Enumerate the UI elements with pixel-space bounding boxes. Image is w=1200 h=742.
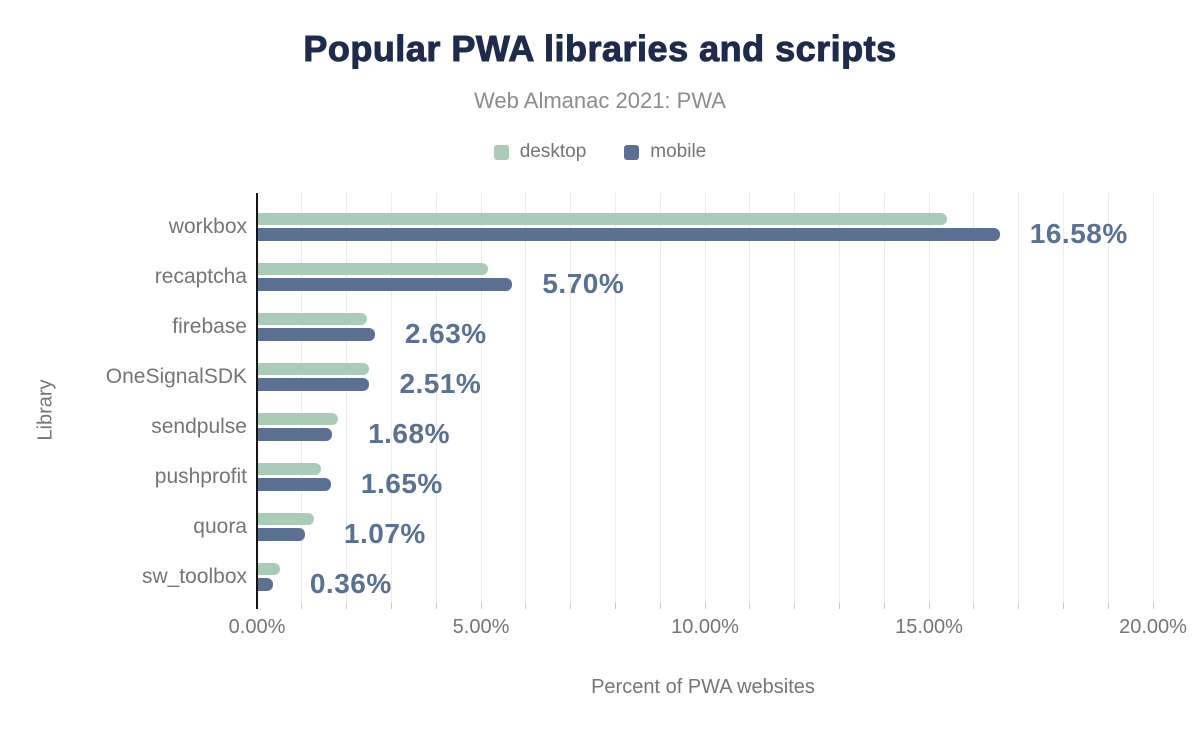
bar-mobile-pushprofit bbox=[257, 478, 331, 491]
mobile-swatch-icon bbox=[624, 144, 640, 160]
gridline bbox=[883, 193, 885, 603]
category-label-quora: quora bbox=[193, 515, 247, 538]
gridline bbox=[435, 193, 437, 603]
bar-desktop-sw_toolbox bbox=[257, 563, 280, 575]
category-label-workbox: workbox bbox=[168, 215, 247, 238]
x-tick bbox=[525, 603, 527, 609]
x-tick-label-20.00%: 20.00% bbox=[1119, 616, 1187, 638]
category-label-sw_toolbox: sw_toolbox bbox=[141, 565, 247, 588]
x-tick bbox=[749, 603, 751, 609]
bar-desktop-recaptcha bbox=[257, 263, 488, 275]
gridline bbox=[704, 193, 706, 603]
category-label-sendpulse: sendpulse bbox=[151, 415, 247, 438]
x-tick bbox=[838, 603, 840, 609]
category-label-recaptcha: recaptcha bbox=[154, 265, 247, 288]
x-tick bbox=[1107, 603, 1109, 609]
gridline bbox=[1152, 193, 1154, 603]
gridline bbox=[301, 193, 303, 603]
gridline bbox=[1018, 193, 1020, 603]
x-tick bbox=[1152, 603, 1154, 609]
x-tick bbox=[346, 603, 348, 609]
gridline bbox=[973, 193, 975, 603]
legend-item-mobile: mobile bbox=[624, 141, 706, 163]
x-tick bbox=[704, 603, 706, 609]
x-tick bbox=[1018, 603, 1020, 609]
chart-title: Popular PWA libraries and scripts bbox=[303, 28, 897, 70]
gridline bbox=[1062, 193, 1064, 603]
chart-subtitle: Web Almanac 2021: PWA bbox=[474, 88, 726, 113]
bar-mobile-quora bbox=[257, 528, 305, 541]
desktop-swatch-icon bbox=[493, 144, 509, 160]
value-label-sendpulse: 1.68% bbox=[368, 418, 450, 449]
bar-desktop-quora bbox=[257, 513, 314, 525]
gridline bbox=[838, 193, 840, 603]
y-axis-line bbox=[256, 193, 258, 609]
gridline bbox=[346, 193, 348, 603]
x-tick bbox=[659, 603, 661, 609]
bar-mobile-workbox bbox=[257, 228, 1000, 241]
bar-desktop-pushprofit bbox=[257, 463, 322, 475]
x-tick bbox=[1062, 603, 1064, 609]
gridline bbox=[1107, 193, 1109, 603]
legend: desktop mobile bbox=[0, 141, 1200, 163]
gridline bbox=[390, 193, 392, 603]
category-axis: workbox recaptcha firebase OneSignalSDK send… bbox=[0, 193, 257, 603]
x-tick bbox=[928, 603, 930, 609]
gridline bbox=[570, 193, 572, 603]
x-tick bbox=[794, 603, 796, 609]
bar-desktop-OneSignalSDK bbox=[257, 363, 369, 375]
gridline bbox=[928, 193, 930, 603]
bar-mobile-sw_toolbox bbox=[257, 578, 274, 591]
x-tick bbox=[435, 603, 437, 609]
value-label-firebase: 2.63% bbox=[404, 318, 487, 349]
gridline bbox=[749, 193, 751, 603]
x-tick bbox=[390, 603, 392, 609]
x-tick bbox=[301, 603, 303, 609]
desktop-legend-label: desktop bbox=[519, 141, 587, 162]
mobile-legend-label: mobile bbox=[650, 141, 707, 162]
category-label-firebase: firebase bbox=[172, 315, 247, 338]
x-tick bbox=[973, 603, 975, 609]
x-tick bbox=[614, 603, 616, 609]
gridline bbox=[659, 193, 661, 603]
x-tick bbox=[570, 603, 572, 609]
bar-desktop-workbox bbox=[257, 213, 947, 225]
plot-area: 16.58% 5.70% 2.63% 2.51% 1.68% 1.65% 1.07% 0.36… bbox=[257, 193, 1178, 603]
bar-desktop-sendpulse bbox=[257, 413, 339, 425]
category-label-pushprofit: pushprofit bbox=[154, 465, 247, 488]
bar-desktop-firebase bbox=[257, 313, 367, 325]
value-label-sw_toolbox: 0.36% bbox=[309, 568, 392, 599]
x-tick-label-15.00%: 15.00% bbox=[895, 616, 963, 638]
bar-mobile-recaptcha bbox=[257, 278, 513, 291]
bar-mobile-firebase bbox=[257, 328, 375, 341]
x-tick bbox=[480, 603, 482, 609]
x-tick-label-0.00%: 0.00% bbox=[228, 616, 286, 638]
gridline bbox=[480, 193, 482, 603]
value-label-quora: 1.07% bbox=[343, 518, 426, 549]
x-axis-title: Percent of PWA websites bbox=[591, 676, 815, 698]
legend-item-desktop: desktop bbox=[493, 141, 587, 163]
gridline bbox=[614, 193, 616, 603]
category-label-OneSignalSDK: OneSignalSDK bbox=[105, 365, 247, 388]
x-tick-label-10.00%: 10.00% bbox=[671, 616, 739, 638]
bar-mobile-sendpulse bbox=[257, 428, 333, 441]
value-label-recaptcha: 5.70% bbox=[542, 268, 625, 299]
value-label-OneSignalSDK: 2.51% bbox=[399, 368, 482, 399]
gridline bbox=[525, 193, 527, 603]
value-label-pushprofit: 1.65% bbox=[360, 468, 443, 499]
value-label-workbox: 16.58% bbox=[1029, 218, 1128, 249]
gridline bbox=[794, 193, 796, 603]
x-tick-label-5.00%: 5.00% bbox=[452, 616, 510, 638]
x-tick bbox=[883, 603, 885, 609]
bar-mobile-OneSignalSDK bbox=[257, 378, 370, 391]
